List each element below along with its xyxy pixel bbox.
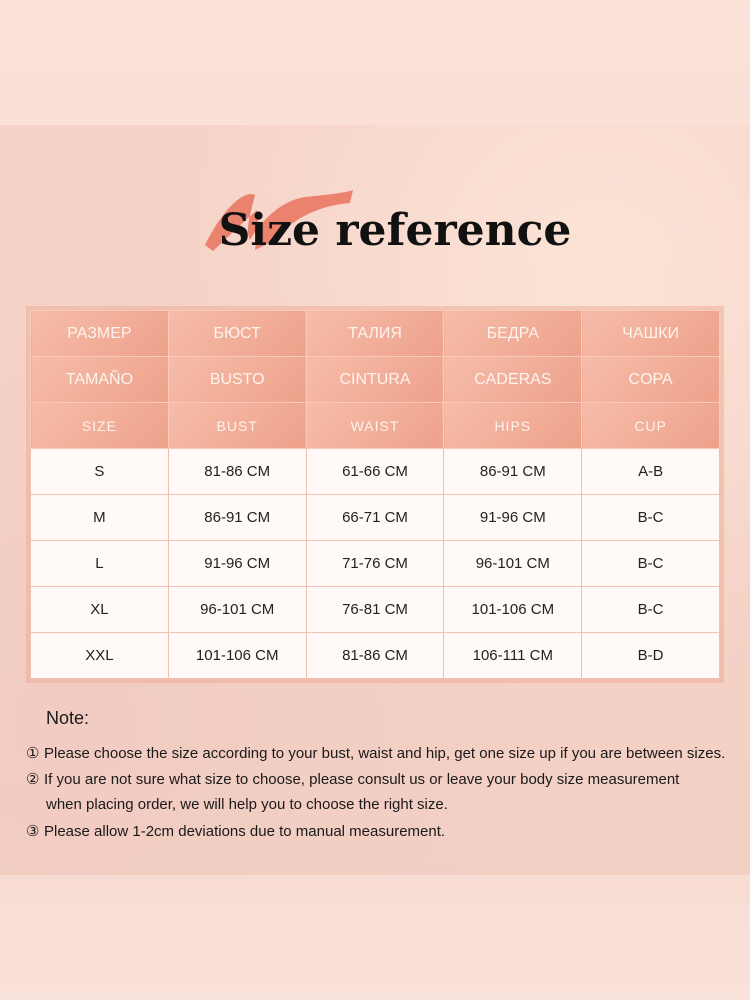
header-cell: WAIST <box>305 402 445 449</box>
page-title: Size reference <box>218 205 572 256</box>
table-cell: XXL <box>30 632 169 679</box>
header-cell: HIPS <box>443 402 583 449</box>
brush-stroke-icon <box>205 190 353 251</box>
table-row: S 81-86 CM 61-66 CM 86-91 CM A-B <box>30 448 720 495</box>
header-cell: БЕДРА <box>443 310 583 357</box>
table-row: M 86-91 CM 66-71 CM 91-96 CM B-C <box>30 494 720 541</box>
table-cell: B-D <box>581 632 720 679</box>
table-row: XL 96-101 CM 76-81 CM 101-106 CM B-C <box>30 586 720 633</box>
note-text: If you are not sure what size to choose,… <box>44 771 680 788</box>
table-cell: 101-106 CM <box>443 586 583 633</box>
table-cell: B-C <box>581 586 720 633</box>
size-chart-table: РАЗМЕР БЮСТ ТАЛИЯ БЕДРА ЧАШКИ TAMAÑO BUSTO CINT… <box>30 310 720 679</box>
title-area: Size reference <box>0 185 750 275</box>
header-cell: CUP <box>581 402 720 449</box>
table-row: L 91-96 CM 71-76 CM 96-101 CM B-C <box>30 540 720 587</box>
header-cell: CADERAS <box>443 356 583 403</box>
header-cell: COPA <box>581 356 720 403</box>
table-cell: 96-101 CM <box>443 540 583 587</box>
note-item: ③ Please allow 1-2cm deviations due to ma… <box>26 822 445 840</box>
table-cell: 91-96 CM <box>167 540 307 587</box>
table-cell: 76-81 CM <box>305 586 445 633</box>
note-marker: ③ <box>26 823 40 840</box>
header-cell: CINTURA <box>305 356 445 403</box>
header-cell: TAMAÑO <box>30 356 169 403</box>
header-row: РАЗМЕР БЮСТ ТАЛИЯ БЕДРА ЧАШКИ <box>30 310 720 357</box>
header-cell: BUSTO <box>167 356 307 403</box>
note-continuation: when placing order, we will help you to … <box>46 796 448 813</box>
table-cell: 96-101 CM <box>167 586 307 633</box>
table-cell: A-B <box>581 448 720 495</box>
table-cell: B-C <box>581 494 720 541</box>
table-cell: L <box>30 540 169 587</box>
note-marker: ② <box>26 771 40 788</box>
table-cell: 86-91 CM <box>167 494 307 541</box>
header-cell: ЧАШКИ <box>581 310 720 357</box>
table-cell: 81-86 CM <box>305 632 445 679</box>
table-cell: 71-76 CM <box>305 540 445 587</box>
table-cell: XL <box>30 586 169 633</box>
header-row: SIZE BUST WAIST HIPS CUP <box>30 402 720 449</box>
note-item: ① Please choose the size according to you… <box>26 744 725 762</box>
table-cell: 61-66 CM <box>305 448 445 495</box>
header-cell: SIZE <box>30 402 169 449</box>
table-row: XXL 101-106 CM 81-86 CM 106-111 CM B-D <box>30 632 720 679</box>
note-marker: ① <box>26 745 40 762</box>
table-cell: 106-111 CM <box>443 632 583 679</box>
table-cell: 81-86 CM <box>167 448 307 495</box>
note-text: Please choose the size according to your… <box>44 745 726 762</box>
table-cell: S <box>30 448 169 495</box>
header-row: TAMAÑO BUSTO CINTURA CADERAS COPA <box>30 356 720 403</box>
table-cell: 101-106 CM <box>167 632 307 679</box>
note-item: ② If you are not sure what size to choose… <box>26 770 679 788</box>
table-cell: 66-71 CM <box>305 494 445 541</box>
header-cell: BUST <box>167 402 307 449</box>
table-cell: M <box>30 494 169 541</box>
table-cell: 86-91 CM <box>443 448 583 495</box>
header-cell: БЮСТ <box>167 310 307 357</box>
notes-title: Note: <box>46 708 90 728</box>
header-cell: РАЗМЕР <box>30 310 169 357</box>
note-text: Please allow 1-2cm deviations due to man… <box>44 823 446 840</box>
header-cell: ТАЛИЯ <box>305 310 445 357</box>
table-cell: 91-96 CM <box>443 494 583 541</box>
table-cell: B-C <box>581 540 720 587</box>
